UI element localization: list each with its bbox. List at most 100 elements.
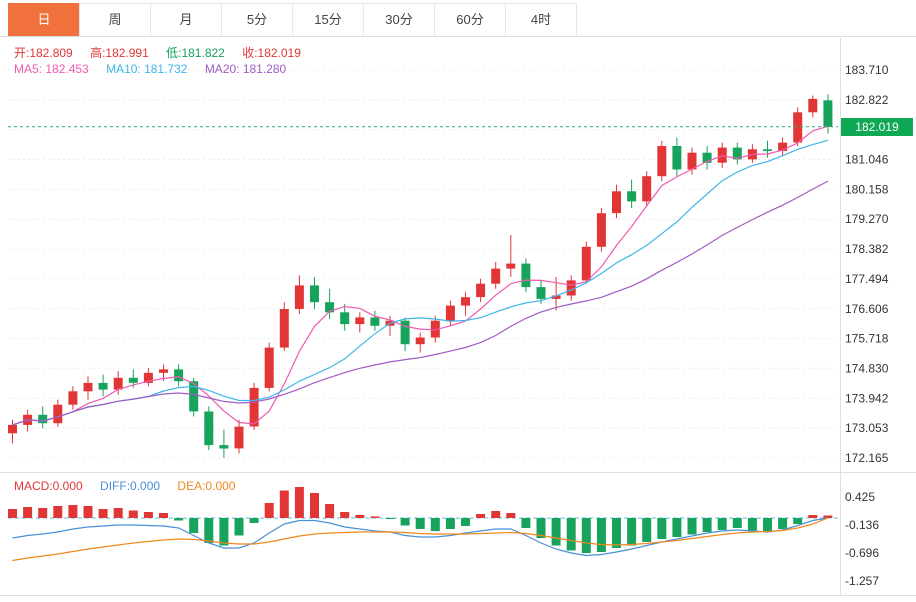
ma20-line	[12, 180, 829, 426]
macd-bar	[521, 518, 531, 528]
macd-info-row: MACD:0.000 DIFF:0.000 DEA:0.000	[14, 479, 249, 493]
high-value: 高:182.991	[90, 46, 149, 60]
tab-week[interactable]: 周	[79, 3, 151, 36]
macd-bar	[627, 518, 637, 546]
candle	[778, 137, 788, 156]
macd-bar	[596, 518, 606, 552]
macd-bar	[823, 515, 833, 518]
candle	[793, 107, 803, 146]
macd-bar	[143, 512, 153, 518]
macd-bar	[189, 518, 199, 533]
price-axis-label: 182.822	[845, 93, 889, 107]
macd-bar	[491, 511, 501, 518]
price-axis-label: 181.046	[845, 153, 889, 167]
macd-bar	[702, 518, 712, 532]
candle	[461, 292, 470, 316]
candle	[98, 374, 108, 397]
candle	[596, 208, 606, 252]
candle	[53, 399, 63, 427]
macd-axis-label: -1.257	[845, 574, 879, 588]
tab-60min[interactable]: 60分	[434, 3, 506, 36]
candle	[672, 137, 682, 177]
macd-bar	[219, 518, 229, 546]
macd-bar	[249, 518, 259, 523]
macd-bar	[506, 513, 516, 518]
macd-bar	[8, 509, 17, 518]
macd-bar	[793, 518, 803, 524]
macd-bar	[23, 507, 33, 518]
diff-value: DIFF:0.000	[100, 479, 161, 493]
tab-month[interactable]: 月	[150, 3, 222, 36]
macd-bar	[159, 513, 168, 518]
price-axis-label: 173.053	[845, 421, 889, 435]
tab-day[interactable]: 日	[8, 3, 80, 36]
macd-bar	[445, 518, 455, 529]
price-axis-label: 172.165	[845, 451, 889, 465]
macd-bar	[83, 506, 93, 518]
macd-bar	[612, 518, 621, 548]
macd-bar	[113, 508, 123, 518]
macd-bar	[340, 512, 350, 518]
macd-bar	[581, 518, 591, 553]
ma5-value: MA5: 182.453	[14, 62, 89, 76]
dea-line	[12, 517, 829, 562]
candle	[430, 315, 440, 343]
candle	[340, 303, 350, 331]
low-value: 低:181.822	[166, 46, 225, 60]
candle	[234, 419, 244, 454]
macd-bar	[551, 518, 561, 546]
macd-bar	[400, 518, 410, 526]
candle	[627, 179, 637, 209]
candle	[521, 258, 531, 293]
candle	[476, 278, 486, 303]
price-axis-label: 176.606	[845, 302, 889, 316]
ma5-line	[12, 125, 829, 426]
ma20-value: MA20: 181.280	[204, 62, 287, 76]
macd-axis-label: -0.696	[845, 546, 879, 560]
tab-5min[interactable]: 5分	[221, 3, 293, 36]
candle	[581, 241, 591, 284]
candle	[219, 429, 229, 458]
plot-area[interactable]	[0, 38, 840, 595]
candle	[174, 364, 184, 387]
candle	[370, 310, 380, 331]
current-price-tag: 182.019	[841, 118, 913, 136]
macd-bar	[642, 518, 652, 542]
candle	[657, 140, 667, 182]
candle	[491, 261, 501, 289]
candle	[536, 280, 546, 304]
macd-bar	[234, 518, 244, 536]
candle	[113, 371, 123, 395]
macd-bar	[68, 505, 78, 518]
macd-bar	[672, 518, 682, 537]
price-axis-label: 175.718	[845, 332, 889, 346]
candle	[808, 95, 818, 118]
candle	[763, 140, 772, 158]
ma10-value: MA10: 181.732	[106, 62, 188, 76]
price-axis-label: 183.710	[845, 63, 889, 77]
candle	[143, 367, 153, 387]
period-tabbar: 日 周 月 5分 15分 30分 60分 4时	[0, 0, 916, 37]
macd-bar	[430, 518, 440, 531]
macd-bar	[687, 518, 697, 535]
candle	[264, 342, 274, 392]
candle	[732, 142, 742, 165]
candle	[204, 406, 214, 451]
macd-bar	[294, 487, 304, 518]
tab-30min[interactable]: 30分	[363, 3, 435, 36]
tab-15min[interactable]: 15分	[292, 3, 364, 36]
price-axis-label: 178.382	[845, 242, 889, 256]
macd-bar	[763, 518, 772, 532]
price-axis-label: 179.270	[845, 212, 889, 226]
price-axis-label: 177.494	[845, 272, 889, 286]
macd-bar	[566, 518, 576, 551]
candle	[415, 332, 425, 353]
macd-bar	[53, 506, 63, 518]
macd-bar	[476, 514, 486, 518]
macd-bar	[657, 518, 667, 539]
macd-bar	[536, 518, 546, 538]
macd-bar	[778, 518, 788, 529]
tab-4hour[interactable]: 4时	[505, 3, 577, 36]
macd-axis-label: 0.425	[845, 490, 875, 504]
